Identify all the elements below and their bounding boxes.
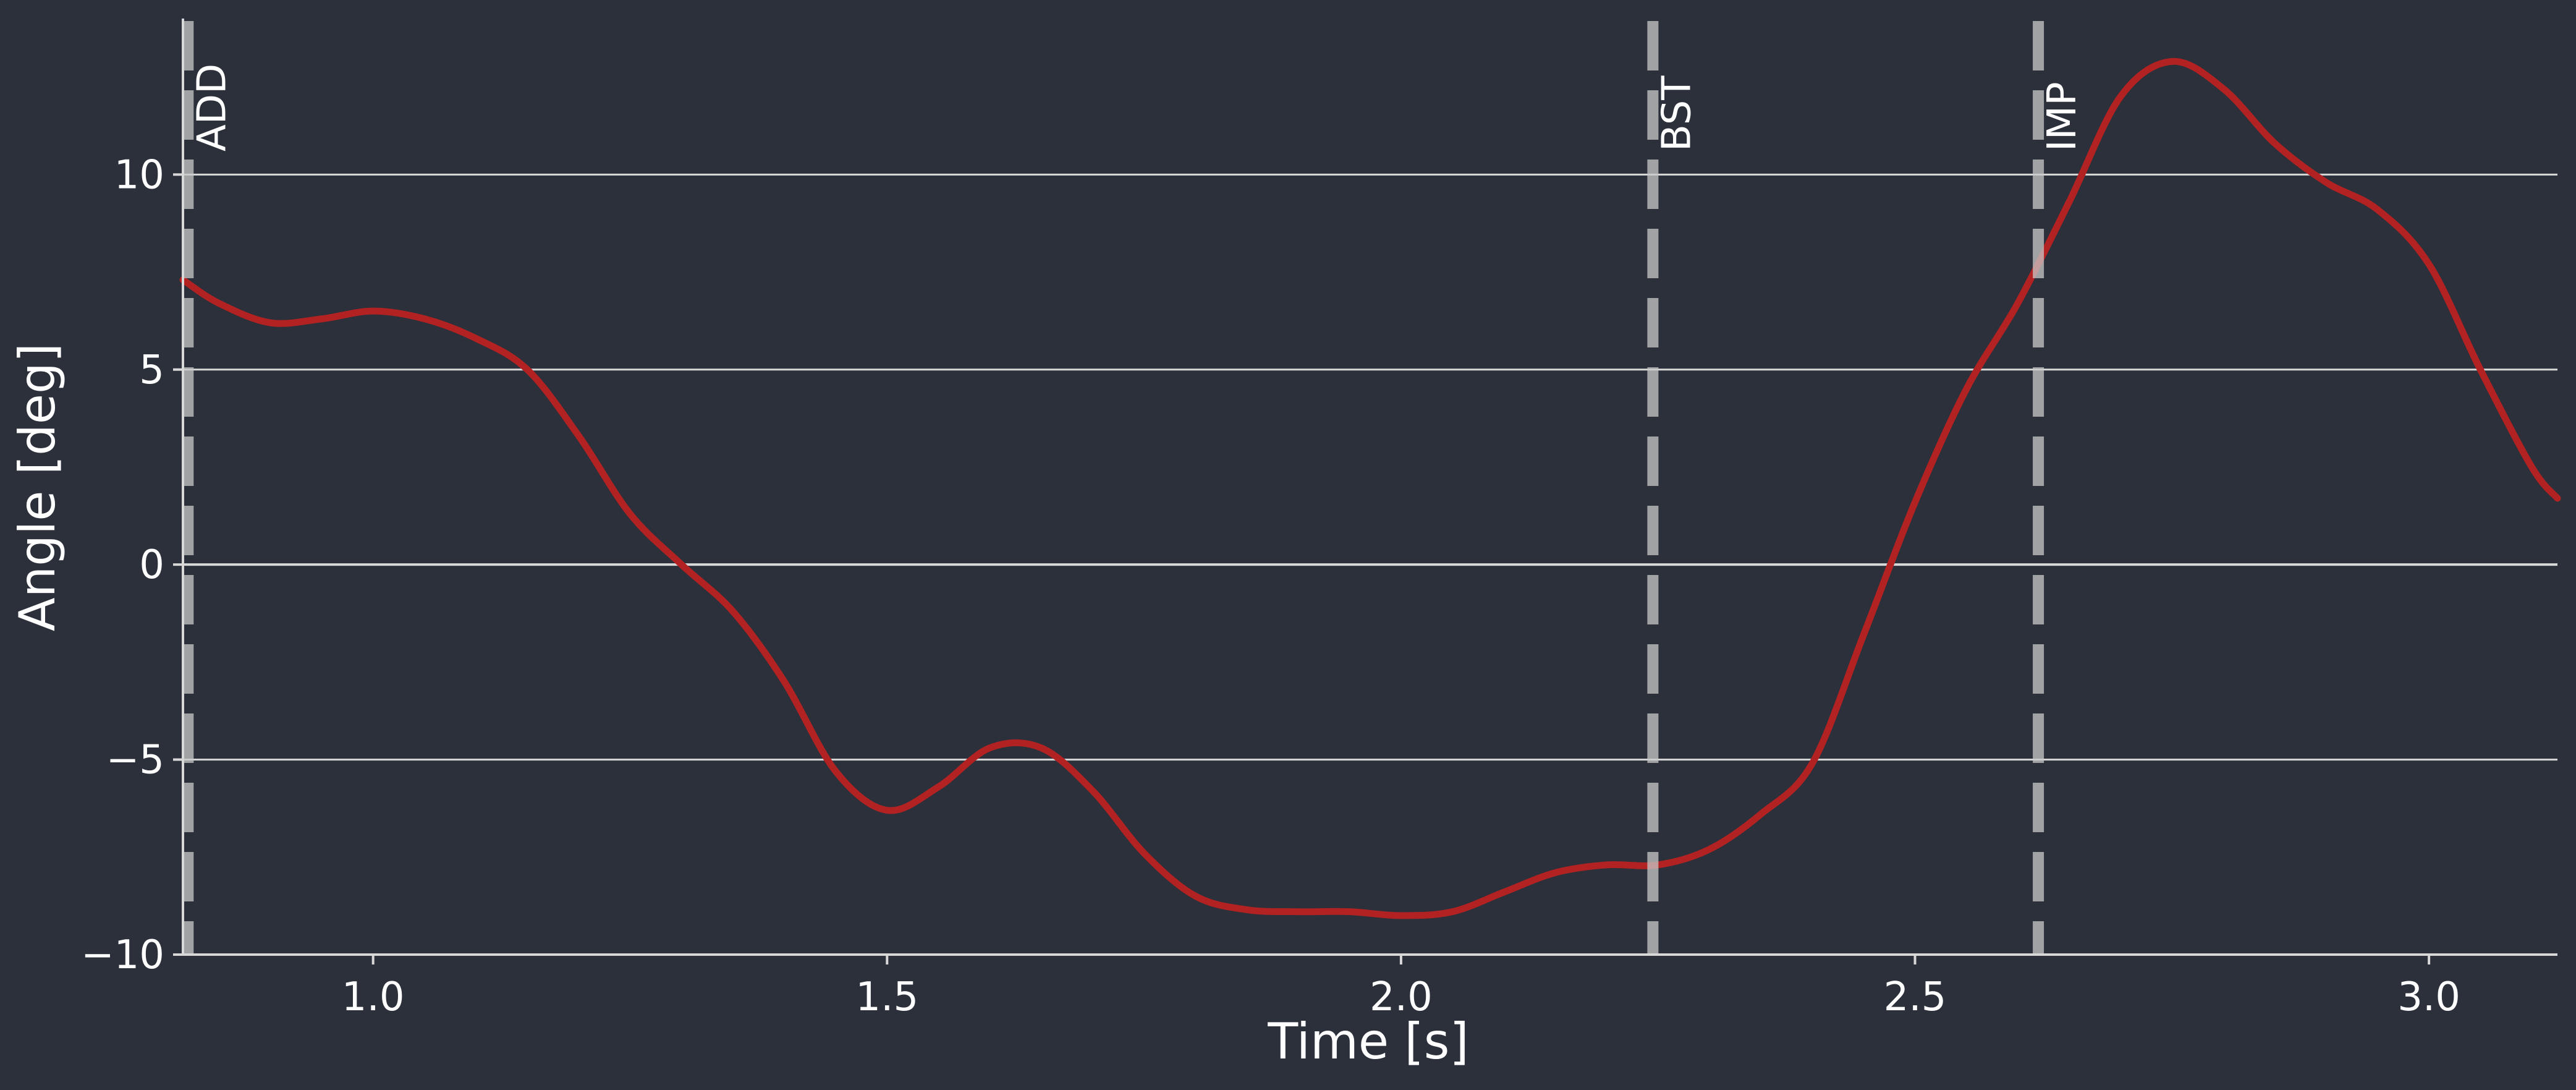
series-group bbox=[179, 57, 2561, 919]
y-tick-label: 5 bbox=[139, 347, 164, 393]
x-tick-label: 2.0 bbox=[1370, 974, 1433, 1020]
event-markers: ADD BST IMP bbox=[182, 21, 2085, 955]
grid-lines bbox=[183, 173, 2557, 761]
x-tick-label: 2.5 bbox=[1884, 974, 1947, 1020]
x-axis-label: Time [s] bbox=[1267, 1013, 1468, 1070]
x-tick-label: 3.0 bbox=[2397, 974, 2460, 1020]
y-tick-label: 0 bbox=[139, 542, 164, 588]
event-label-add: ADD bbox=[189, 64, 235, 151]
tick-labels: −10 −5 0 5 10 1.0 1.5 2.0 2.5 3.0 bbox=[81, 152, 2460, 1020]
y-axis-label: Angle [deg] bbox=[9, 343, 66, 631]
x-tick-label: 1.5 bbox=[855, 974, 918, 1020]
x-tick-label: 1.0 bbox=[342, 974, 405, 1020]
y-tick-label: −10 bbox=[81, 932, 164, 978]
series-line-0 bbox=[179, 57, 2561, 919]
y-tick-label: 10 bbox=[114, 152, 164, 198]
event-label-bst: BST bbox=[1654, 75, 1700, 151]
y-tick-label: −5 bbox=[106, 738, 164, 783]
event-label-imp: IMP bbox=[2040, 82, 2085, 151]
